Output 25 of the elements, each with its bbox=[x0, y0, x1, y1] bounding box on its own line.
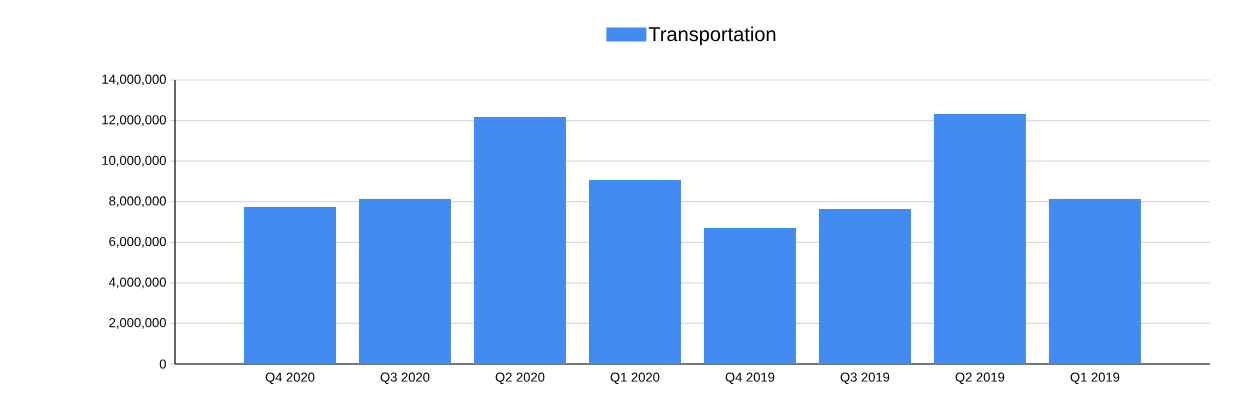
x-tick-label: Q1 2019 bbox=[1070, 372, 1120, 385]
x-tick-label: Q2 2019 bbox=[955, 372, 1005, 385]
x-tick-label: Q2 2020 bbox=[495, 372, 545, 385]
x-tick-label: Q4 2020 bbox=[265, 372, 315, 385]
y-tick-label: 6,000,000 bbox=[109, 236, 166, 248]
y-tick-label: 2,000,000 bbox=[109, 318, 166, 329]
bar bbox=[588, 180, 681, 364]
y-tick-label: 14,000,000 bbox=[102, 74, 166, 86]
bar bbox=[358, 199, 451, 364]
bar bbox=[473, 116, 566, 364]
x-tick-label: Q1 2020 bbox=[610, 372, 660, 385]
bar bbox=[244, 206, 336, 364]
y-tick-label: 0 bbox=[159, 359, 166, 369]
y-tick-label: 10,000,000 bbox=[102, 155, 166, 167]
y-tick-label: 12,000,000 bbox=[102, 115, 166, 126]
bar bbox=[703, 228, 796, 364]
x-tick-label: Q4 2019 bbox=[725, 372, 775, 385]
y-tick-label: 4,000,000 bbox=[108, 277, 166, 289]
x-tick-label: Q3 2020 bbox=[380, 372, 430, 385]
x-tick-label: Q3 2019 bbox=[840, 372, 890, 385]
bar bbox=[1048, 199, 1141, 364]
bar bbox=[818, 209, 911, 364]
bar bbox=[933, 114, 1026, 364]
legend-label: Transportation bbox=[648, 26, 776, 46]
y-tick-label: 8,000,000 bbox=[109, 196, 166, 208]
